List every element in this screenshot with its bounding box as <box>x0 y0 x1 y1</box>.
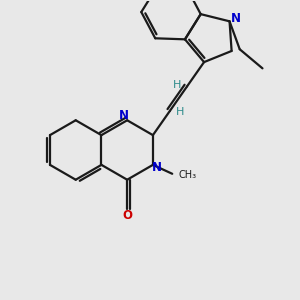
Text: N: N <box>119 109 129 122</box>
Text: O: O <box>122 209 132 223</box>
Text: CH₃: CH₃ <box>178 170 196 180</box>
Text: N: N <box>152 161 161 174</box>
Text: H: H <box>172 80 181 90</box>
Text: N: N <box>230 12 241 25</box>
Text: H: H <box>176 107 184 117</box>
